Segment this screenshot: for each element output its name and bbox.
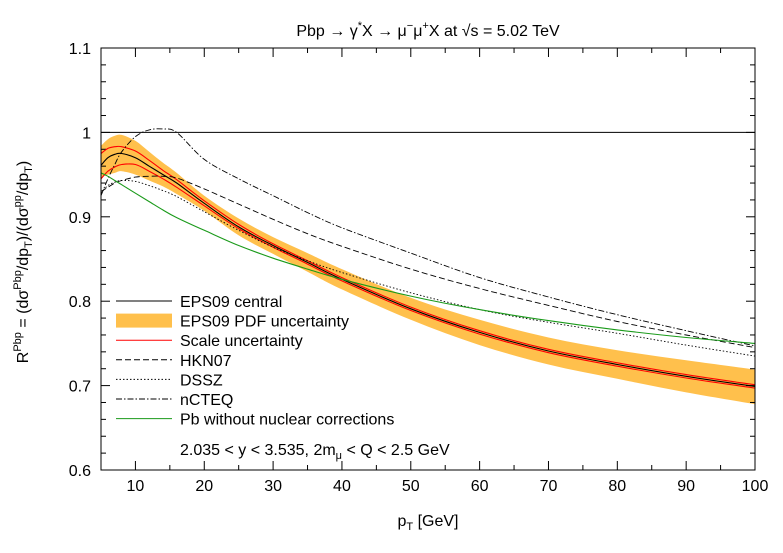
scale-uncertainty-lower-line <box>100 163 756 389</box>
eps09-central-line <box>100 152 756 387</box>
legend-item: nCTEQ <box>116 392 233 409</box>
ylabel-part: R <box>15 352 32 364</box>
title-part: Pbp → γ <box>296 23 357 40</box>
y-axis-label: RPbp = (dσPbp/dpT)/(dσpp/dpT) <box>12 161 35 363</box>
ylabel-part: ) <box>15 161 32 166</box>
ylabel-part: )/(dσ <box>15 207 32 241</box>
y-tick-label: 0.6 <box>69 463 91 480</box>
annotation-part: < Q < 2.5 GeV <box>342 442 450 459</box>
xlabel-sub: T <box>406 521 413 533</box>
y-tick-label: 0.9 <box>69 210 91 227</box>
annotation-sub: μ <box>336 450 342 462</box>
x-tick-label: 40 <box>333 478 351 495</box>
legend-label: EPS09 PDF uncertainty <box>180 314 349 331</box>
title-part: μ <box>413 23 422 40</box>
x-tick-label: 30 <box>264 478 282 495</box>
legend-item: EPS09 central <box>116 294 282 311</box>
title-sup: * <box>358 20 363 32</box>
ylabel-sub: T <box>23 241 35 248</box>
x-axis-label: pT [GeV] <box>398 513 459 533</box>
title-part: X at √s = 5.02 TeV <box>429 23 560 40</box>
scale-uncertainty-line <box>100 145 756 386</box>
x-tick-label: 70 <box>540 478 558 495</box>
title-part: X → μ <box>362 23 407 40</box>
legend-item: HKN07 <box>116 353 232 370</box>
legend-item: Pb without nuclear corrections <box>116 412 394 429</box>
ylabel-part: = (dσ <box>15 290 32 332</box>
ylabel-sub: T <box>23 166 35 173</box>
y-tick-label: 0.7 <box>69 379 91 396</box>
legend: EPS09 central EPS09 PDF uncertainty Scale … <box>116 294 394 429</box>
x-tick-label: 10 <box>127 478 145 495</box>
legend-label: EPS09 central <box>180 294 282 311</box>
x-tick-label: 20 <box>195 478 213 495</box>
series-lines <box>100 128 756 389</box>
pb-without-nuclear-corrections-line <box>100 172 756 344</box>
chart-title: Pbp → γ*X → μ−μ+X at √s = 5.02 TeV <box>296 20 560 40</box>
title-sup: − <box>407 20 413 32</box>
ylabel-part: /dp <box>15 248 32 270</box>
annotation-part: 2.035 < y < 3.535, 2m <box>180 442 336 459</box>
y-tick-label: 0.8 <box>69 294 91 311</box>
legend-item: DSSZ <box>116 372 223 389</box>
x-tick-label: 100 <box>742 478 769 495</box>
x-tick-label: 80 <box>608 478 626 495</box>
annotation: 2.035 < y < 3.535, 2mμ < Q < 2.5 GeV <box>180 442 450 462</box>
legend-item: EPS09 PDF uncertainty <box>116 313 349 331</box>
plot-frame <box>100 47 756 471</box>
legend-label: Pb without nuclear corrections <box>180 412 394 429</box>
xlabel-part: p <box>398 513 407 530</box>
x-tick-label: 50 <box>402 478 420 495</box>
x-tick-label: 60 <box>471 478 489 495</box>
dssz-line <box>100 180 756 357</box>
ylabel-sup: Pbp <box>12 332 24 352</box>
ylabel-part: /dp <box>15 173 32 195</box>
ylabel-sup: Pbp <box>12 270 24 290</box>
legend-swatch-band <box>116 313 172 328</box>
title-sup: + <box>422 20 428 32</box>
legend-label: nCTEQ <box>180 392 233 409</box>
legend-label: Scale uncertainty <box>180 333 303 350</box>
tick-labels: 10 20 30 40 50 60 70 80 90 100 0.6 0.7 0.8 0.9 1 1.1 <box>69 41 769 495</box>
x-tick-label: 90 <box>677 478 695 495</box>
ncteq-line <box>100 128 756 347</box>
y-tick-label: 1 <box>82 125 91 142</box>
legend-label: HKN07 <box>180 353 232 370</box>
legend-label: DSSZ <box>180 372 223 389</box>
xlabel-part: [GeV] <box>413 513 458 530</box>
ylabel-sup: pp <box>12 195 24 207</box>
y-tick-label: 1.1 <box>69 41 91 58</box>
axis-ticks <box>100 47 756 471</box>
legend-item: Scale uncertainty <box>116 333 303 350</box>
